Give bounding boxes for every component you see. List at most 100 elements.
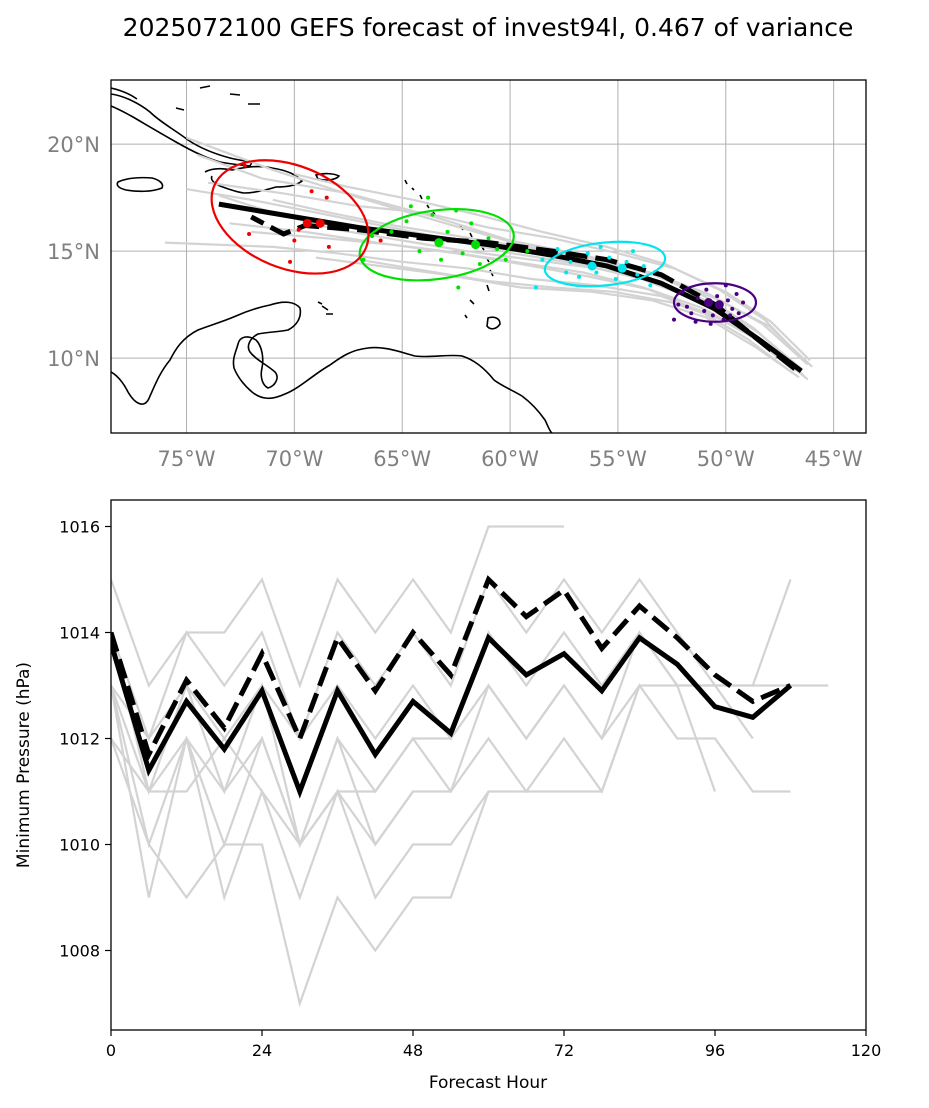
- uncertainty-ellipse: [672, 282, 758, 323]
- pressure-member-line: [111, 525, 564, 689]
- member-position-dot: [430, 212, 435, 217]
- chart-title: 2025072100 GEFS forecast of invest94l, 0…: [123, 13, 854, 42]
- member-position-dot: [378, 238, 383, 243]
- member-position-dot: [477, 261, 482, 266]
- member-position-dot: [389, 229, 394, 234]
- member-position-dot: [439, 257, 444, 262]
- member-position-dot: [247, 232, 252, 237]
- member-position-dot: [689, 311, 694, 316]
- member-position-dot: [564, 270, 569, 275]
- member-position-dot: [676, 302, 681, 307]
- member-position-dot: [704, 287, 709, 292]
- coastline-lesser-antilles: [317, 179, 494, 319]
- member-position-dot: [460, 251, 465, 256]
- ensemble-track: [207, 181, 811, 362]
- map-y-tick-label: 20°N: [47, 133, 100, 157]
- pressure-ticks: 0 24 48 72 96 120 1008 1010 1012 1014 1016: [59, 518, 881, 1061]
- member-position-dot: [710, 313, 715, 318]
- member-position-dot: [370, 234, 375, 239]
- mean-position-dot: [714, 300, 724, 310]
- ensemble-track: [164, 241, 805, 377]
- member-position-dot: [288, 259, 293, 264]
- member-position-dot: [577, 274, 582, 279]
- map-x-tick-label: 65°W: [373, 447, 431, 471]
- x-tick-label: 96: [705, 1041, 725, 1060]
- mean-position-dot: [471, 240, 481, 250]
- x-tick-label: 0: [106, 1041, 116, 1060]
- map-x-tick-label: 75°W: [158, 447, 216, 471]
- pressure-member-line: [111, 683, 791, 847]
- pressure-member-line: [111, 685, 414, 847]
- member-position-dot: [730, 306, 735, 311]
- map-x-tick-label: 50°W: [697, 447, 755, 471]
- y-tick-label: 1010: [59, 836, 100, 855]
- member-position-dot: [631, 249, 636, 254]
- member-position-dot: [309, 189, 314, 194]
- ensemble-track: [229, 222, 794, 374]
- mean-position-dot: [617, 263, 627, 273]
- member-position-dot: [525, 249, 530, 254]
- member-position-dot: [408, 204, 413, 209]
- map-x-tick-label: 45°W: [805, 447, 863, 471]
- coastline-trinidad: [486, 316, 501, 330]
- map-x-tick-label: 60°W: [481, 447, 539, 471]
- uncertainty-ellipses: [210, 159, 758, 323]
- mean-position-dot: [315, 218, 325, 228]
- member-position-dot: [242, 163, 247, 168]
- map-tick-labels: 75°W 70°W 65°W 60°W 55°W 50°W 45°W 20°N 15°N 10°N: [47, 133, 863, 471]
- member-position-dot: [495, 247, 500, 252]
- member-position-dot: [594, 270, 599, 275]
- member-position-dot: [725, 298, 730, 303]
- coastline-cuba: [111, 93, 254, 167]
- ensemble-track: [294, 173, 807, 364]
- member-position-dot: [728, 313, 733, 318]
- mean-tracks: [218, 201, 803, 374]
- member-position-dot: [585, 251, 590, 256]
- mean-position-dot: [434, 238, 444, 248]
- member-position-dot: [568, 259, 573, 264]
- member-position-dot: [469, 221, 474, 226]
- map-frame: [110, 79, 867, 434]
- member-position-dot: [708, 321, 713, 326]
- x-tick-label: 120: [851, 1041, 882, 1060]
- map-x-tick-label: 55°W: [589, 447, 647, 471]
- member-position-dot: [624, 259, 629, 264]
- member-position-dot: [672, 317, 677, 322]
- member-position-dot: [721, 317, 726, 322]
- member-position-dot: [734, 291, 739, 296]
- member-position-dot: [324, 195, 329, 200]
- member-position-dot: [741, 300, 746, 305]
- pressure-mean-line: [111, 633, 793, 799]
- y-tick-label: 1014: [59, 624, 100, 643]
- map-y-tick-label: 10°N: [47, 347, 100, 371]
- member-position-dot: [680, 289, 685, 294]
- member-position-dot: [648, 283, 653, 288]
- member-position-dot: [426, 195, 431, 200]
- mean-position-dot: [704, 297, 714, 307]
- mean-position-dot: [587, 261, 597, 271]
- map-y-tick-label: 15°N: [47, 240, 100, 264]
- position-dots: [242, 163, 746, 326]
- mean-track: [218, 201, 803, 374]
- member-position-dot: [456, 285, 461, 290]
- map-panel: 75°W 70°W 65°W 60°W 55°W 50°W 45°W 20°N 15°N 10°N: [47, 79, 867, 471]
- mean-position-dot: [302, 218, 312, 228]
- member-position-dot: [635, 272, 640, 277]
- member-position-dot: [292, 238, 297, 243]
- member-position-dot: [598, 244, 603, 249]
- member-position-dot: [607, 255, 612, 260]
- member-position-dot: [533, 285, 538, 290]
- member-position-dot: [613, 276, 618, 281]
- uncertainty-ellipse: [543, 240, 667, 288]
- coastline-south-america: [111, 301, 553, 433]
- pressure-frame: [110, 499, 867, 1031]
- ensemble-track: [315, 256, 800, 379]
- pressure-dashed-line: [111, 575, 792, 762]
- member-position-dot: [723, 283, 728, 288]
- pressure-mean-lines: [111, 575, 793, 799]
- dashed-mean-track: [250, 214, 797, 371]
- ensemble-track: [196, 153, 809, 366]
- x-tick-label: 48: [403, 1041, 423, 1060]
- y-axis-label: Minimum Pressure (hPa): [14, 662, 34, 868]
- member-position-dot: [641, 264, 646, 269]
